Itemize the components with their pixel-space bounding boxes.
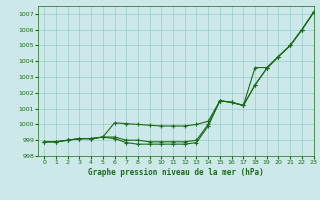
- X-axis label: Graphe pression niveau de la mer (hPa): Graphe pression niveau de la mer (hPa): [88, 168, 264, 177]
